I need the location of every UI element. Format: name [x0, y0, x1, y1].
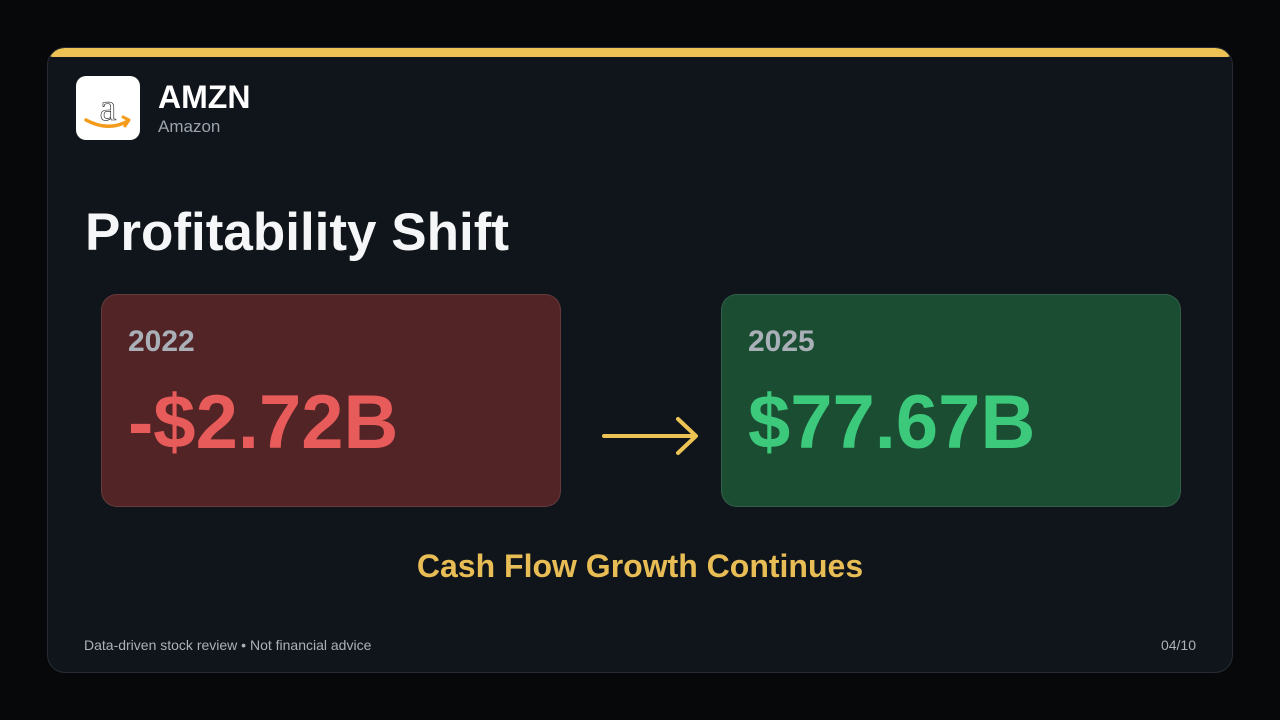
- metric-value-after: $77.67B: [748, 380, 1036, 465]
- subtitle: Cash Flow Growth Continues: [416, 548, 864, 584]
- ticker-symbol: AMZN: [158, 79, 251, 115]
- metric-value-before: -$2.72B: [128, 380, 399, 465]
- page-indicator: 04/10: [1160, 637, 1196, 653]
- slide-card: a AMZN Amazon Profitability Shift 2022 -…: [47, 47, 1233, 673]
- metric-card-before: 2022 -$2.72B: [101, 294, 561, 507]
- page-title: Profitability Shift: [85, 203, 509, 262]
- right-arrow-icon: [602, 412, 702, 460]
- footer-disclaimer: Data-driven stock review • Not financial…: [84, 637, 372, 653]
- metric-year-before: 2022: [128, 325, 195, 358]
- svg-text:a: a: [100, 87, 117, 129]
- amazon-logo-icon: a: [76, 76, 140, 140]
- metric-year-after: 2025: [748, 325, 815, 358]
- company-name: Amazon: [158, 117, 221, 136]
- metric-card-after: 2025 $77.67B: [721, 294, 1181, 507]
- accent-bar: [48, 48, 1232, 57]
